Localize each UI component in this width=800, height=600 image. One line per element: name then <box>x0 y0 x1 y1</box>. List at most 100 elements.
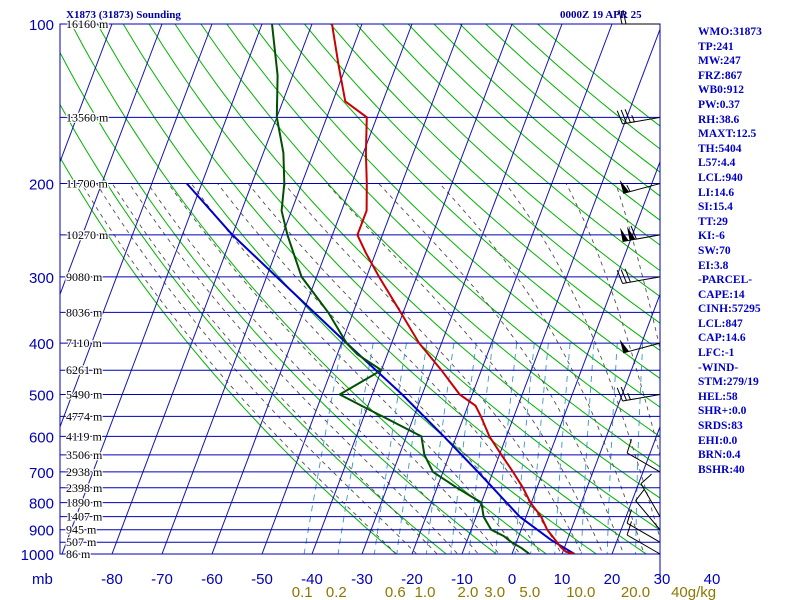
height-label: 2938 m <box>66 465 103 479</box>
height-label: 13560 m <box>66 110 109 124</box>
height-label: 945 m <box>66 523 97 537</box>
mixing-ratio-tick-label: 0.2 <box>326 584 347 600</box>
mixing-ratio-line <box>530 343 549 554</box>
temperature-tick-label: -50 <box>251 571 273 588</box>
pressure-tick-label: 500 <box>29 387 54 404</box>
mixing-ratio-line <box>303 343 343 554</box>
mixing-ratio-line <box>425 343 455 554</box>
barb-staff <box>640 483 661 517</box>
pressure-tick-label: 100 <box>29 17 54 34</box>
valid-time: 0000Z 19 APR 25 <box>560 9 642 21</box>
wind-barb <box>616 268 661 284</box>
index-item: TH:5404 <box>698 142 742 155</box>
index-item: TT:29 <box>698 215 728 228</box>
moist-adiabat-line <box>96 183 418 554</box>
isotherm-line <box>211 24 413 554</box>
height-label: 5490 m <box>66 387 103 401</box>
index-item: LCL:847 <box>698 317 743 330</box>
barb-staff <box>623 342 661 354</box>
barb-staff <box>626 522 661 543</box>
isotherm-line <box>311 24 513 554</box>
indices-panel: WMO:31873 TP:241 MW:247 FRZ:867 WB0:912 PW:0.… <box>698 25 798 477</box>
dry-adiabat-line <box>96 24 598 554</box>
dry-adiabat-line <box>174 24 660 499</box>
wind-barb <box>626 509 661 543</box>
pressure-tick-label: 900 <box>29 523 54 540</box>
pressure-tick-label: 600 <box>29 429 54 446</box>
mixing-ratio-line <box>373 343 407 554</box>
index-item: BRN:0.4 <box>698 449 741 462</box>
barb-full <box>635 489 645 501</box>
height-label: 8036 m <box>66 305 103 319</box>
moist-adiabat-line <box>326 183 604 554</box>
moist-adiabat-line <box>190 183 521 554</box>
pressure-tick-label: 700 <box>29 465 54 482</box>
dry-adiabat-line <box>70 24 548 554</box>
index-item: EI:3.8 <box>698 259 729 272</box>
mixing-ratio-line <box>396 343 428 554</box>
mixing-ratio-tick-label: 20.0 <box>621 584 650 600</box>
height-label: 3506 m <box>66 448 103 462</box>
plot-frame <box>59 23 661 555</box>
moist-adiabat-line <box>378 183 625 554</box>
wind-barb <box>620 225 661 242</box>
height-label: 1890 m <box>66 496 103 510</box>
temperature-tick-label: -10 <box>451 571 473 588</box>
moist-adiabat-line <box>81 183 397 554</box>
barb-staff <box>635 500 661 531</box>
index-item: CINH:57295 <box>698 303 761 316</box>
barb-full <box>616 387 624 402</box>
pressure-tick-label: 400 <box>29 336 54 353</box>
dry-adiabat-line <box>122 24 648 554</box>
barb-full <box>618 9 623 25</box>
moist-adiabat-line <box>615 183 660 351</box>
height-label: 86 m <box>66 547 91 561</box>
moist-adiabat-line <box>147 183 479 554</box>
barb-full <box>616 110 624 125</box>
index-item: SW:70 <box>698 244 731 257</box>
moist-adiabat-line <box>247 183 563 554</box>
barb-staff <box>623 183 661 194</box>
mixing-ratio-line <box>580 343 595 554</box>
dry-adiabat-line <box>330 24 660 324</box>
barb-half <box>627 392 631 400</box>
barb-full <box>616 270 624 284</box>
height-label: 4774 m <box>66 409 103 423</box>
dry-adiabat-line <box>304 24 660 352</box>
isotherm-line <box>161 24 363 554</box>
index-item: LI:14.6 <box>698 186 735 199</box>
isotherm-line <box>361 24 563 554</box>
index-item: CAP:14.6 <box>698 332 746 345</box>
isotherm-line <box>111 24 313 554</box>
barb-pennant <box>627 226 636 241</box>
barb-staff <box>626 534 661 555</box>
mixing-ratio-tick-label: 0.1 <box>292 584 313 600</box>
height-label: 7110 m <box>66 336 103 350</box>
index-item: KI:-6 <box>698 230 725 243</box>
isotherm-line <box>461 27 660 554</box>
height-label: 16160 m <box>66 17 109 31</box>
mixing-ratio-line <box>495 343 518 554</box>
index-item: PW:0.37 <box>698 98 740 111</box>
pressure-axis-label: mb <box>32 571 53 588</box>
dry-adiabat-line <box>60 156 398 554</box>
mixing-ratio-line <box>337 343 374 554</box>
barb-full <box>640 473 652 485</box>
barb-staff <box>626 452 661 473</box>
isotherm-line <box>60 24 113 164</box>
height-label: 11700 m <box>66 177 109 191</box>
isotherm-line <box>611 425 660 554</box>
temperature-tick-label: -30 <box>351 571 373 588</box>
index-item: WMO:31873 <box>698 26 762 38</box>
height-label: 9080 m <box>66 270 103 284</box>
index-item: HEL:58 <box>698 390 738 403</box>
dry-adiabat-line <box>148 24 660 531</box>
moist-adiabat-line <box>505 183 660 540</box>
mixing-ratio-line <box>468 343 494 554</box>
pressure-tick-label: 200 <box>29 177 54 194</box>
height-label: 10270 m <box>66 228 109 242</box>
dry-adiabat-line <box>200 24 660 468</box>
pressure-tick-label: 300 <box>29 270 54 287</box>
barb-staff <box>622 234 661 242</box>
